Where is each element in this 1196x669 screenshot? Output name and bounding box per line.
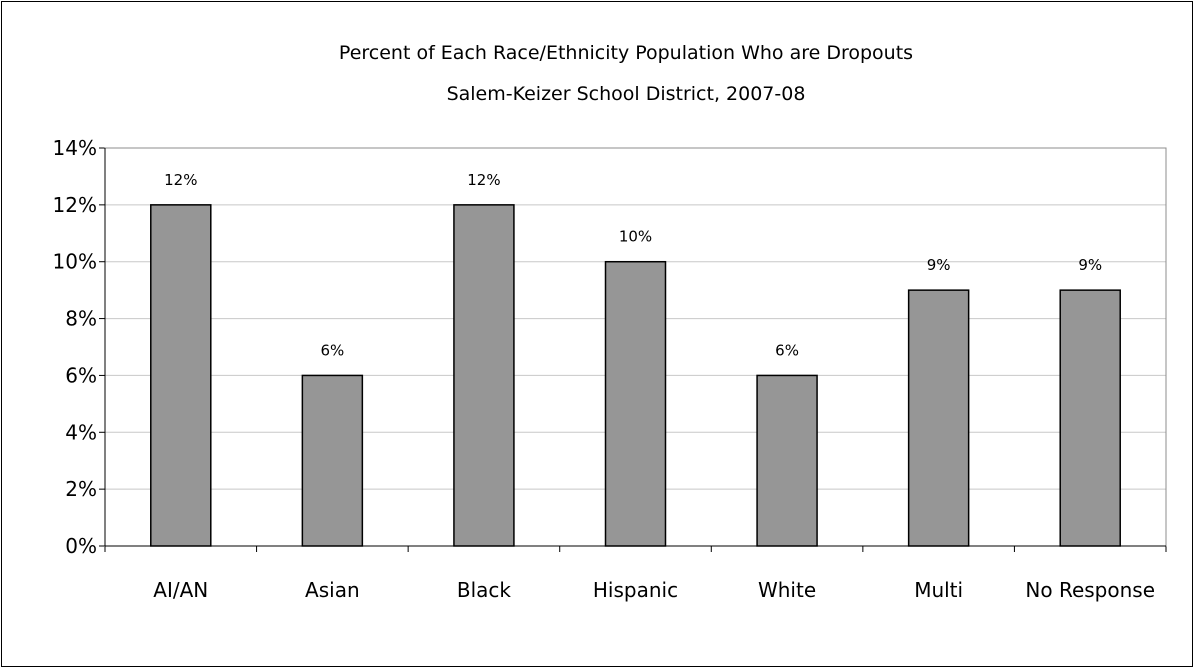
bar [907, 289, 970, 547]
data-label: 6% [320, 341, 344, 359]
y-tick-label: 2% [65, 477, 97, 501]
chart-subtitle: Salem-Keizer School District, 2007-08 [447, 83, 806, 105]
data-label: 12% [467, 171, 500, 189]
data-labels: 12% 6% 12% 10% 6% 9% 9% [164, 171, 1102, 360]
chart-title: Percent of Each Race/Ethnicity Populatio… [339, 42, 913, 64]
bar [756, 374, 818, 547]
x-tick-label: Black [457, 578, 512, 602]
data-label: 12% [164, 171, 197, 189]
y-tick-label: 0% [65, 534, 97, 558]
x-tick-label: No Response [1025, 578, 1155, 602]
y-axis-ticks: 0% 2% 4% 6% 8% 10% 12% 14% [53, 136, 105, 558]
y-tick-label: 12% [53, 193, 97, 217]
y-tick-label: 8% [65, 307, 97, 331]
bar [453, 204, 515, 547]
data-label: 9% [927, 256, 951, 274]
data-label: 10% [619, 228, 652, 246]
data-label: 6% [775, 341, 799, 359]
x-tick-label: Multi [914, 578, 963, 602]
x-tick-label: White [758, 578, 816, 602]
bar [150, 204, 212, 547]
x-tick-label: Hispanic [593, 578, 678, 602]
data-label: 9% [1078, 256, 1102, 274]
x-tick-label: AI/AN [153, 578, 208, 602]
bar [301, 374, 364, 547]
y-tick-label: 14% [53, 136, 97, 160]
y-tick-label: 4% [65, 420, 97, 444]
x-tick-label: Asian [305, 578, 360, 602]
x-axis-ticks: AI/AN Asian Black Hispanic White Multi No Resp… [104, 546, 1167, 602]
bars [150, 204, 1121, 547]
y-tick-label: 10% [53, 250, 97, 274]
bar [1059, 289, 1121, 547]
y-tick-label: 6% [65, 363, 97, 387]
bar [604, 260, 667, 547]
